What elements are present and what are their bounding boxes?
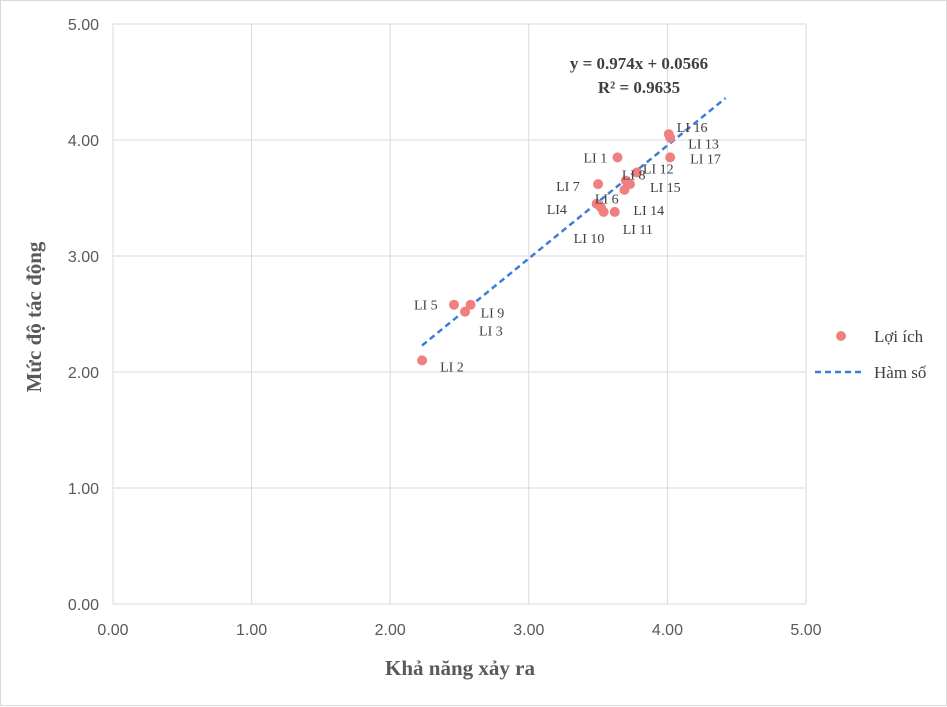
y-tick-label: 1.00 bbox=[68, 481, 99, 498]
data-points bbox=[417, 129, 676, 366]
data-point-label: LI 8 bbox=[622, 169, 646, 184]
legend-marker-loi-ich bbox=[836, 331, 846, 341]
y-axis-title: Mức độ tác động bbox=[22, 241, 46, 392]
data-point-label: LI 11 bbox=[623, 223, 653, 238]
data-point-label: LI 17 bbox=[690, 152, 721, 167]
data-point-label: LI 15 bbox=[650, 181, 681, 196]
data-point bbox=[460, 306, 471, 317]
data-point bbox=[663, 129, 674, 140]
trendline-equation: y = 0.974x + 0.0566 bbox=[570, 54, 708, 73]
data-point-label: LI 5 bbox=[414, 299, 438, 314]
data-point bbox=[448, 299, 459, 310]
y-tick-label: 5.00 bbox=[68, 17, 99, 34]
data-point-label: LI 1 bbox=[584, 151, 608, 166]
data-point-label: LI 2 bbox=[440, 360, 464, 375]
x-tick-label: 1.00 bbox=[236, 622, 267, 639]
y-tick-label: 3.00 bbox=[68, 249, 99, 266]
data-point-label: LI 16 bbox=[677, 121, 708, 136]
r-squared-label: R² = 0.9635 bbox=[598, 78, 680, 97]
data-point-label: LI 14 bbox=[633, 204, 664, 219]
data-point-label: LI 6 bbox=[595, 192, 619, 207]
data-point-label: LI 7 bbox=[556, 180, 580, 195]
legend: Lợi ích Hàm số bbox=[815, 327, 927, 382]
data-point bbox=[609, 206, 620, 217]
x-tick-label: 2.00 bbox=[375, 622, 406, 639]
data-point-label: LI 13 bbox=[688, 138, 719, 153]
x-tick-label: 3.00 bbox=[513, 622, 544, 639]
legend-label-loi-ich: Lợi ích bbox=[874, 327, 924, 346]
point-labels: LI 1 LI 2 LI 3 LI4 LI 5 LI 6 LI 7 LI 8 LI 9 LI 10… bbox=[414, 121, 721, 375]
data-point bbox=[417, 355, 428, 366]
data-point bbox=[665, 152, 676, 163]
data-point bbox=[624, 179, 635, 190]
data-point bbox=[612, 152, 623, 163]
data-point bbox=[465, 299, 476, 310]
tick-labels: 0.00 1.00 2.00 3.00 4.00 5.00 0.00 1.00 2.00 3.00… bbox=[68, 17, 822, 639]
x-tick-label: 5.00 bbox=[790, 622, 821, 639]
data-point-label: LI 12 bbox=[643, 162, 674, 177]
y-tick-label: 0.00 bbox=[68, 597, 99, 614]
x-tick-label: 4.00 bbox=[652, 622, 683, 639]
data-point-label: LI 9 bbox=[481, 307, 505, 322]
y-tick-label: 4.00 bbox=[68, 133, 99, 150]
legend-label-ham-so: Hàm số bbox=[874, 363, 927, 382]
data-point-label: LI 3 bbox=[479, 325, 503, 340]
data-point-label: LI4 bbox=[547, 203, 567, 218]
gridlines bbox=[112, 23, 807, 605]
data-point bbox=[593, 179, 604, 190]
data-point bbox=[631, 167, 642, 178]
data-point-label: LI 10 bbox=[574, 232, 605, 247]
x-axis-title: Khả năng xảy ra bbox=[385, 656, 535, 680]
data-point bbox=[598, 206, 609, 217]
x-tick-label: 0.00 bbox=[97, 622, 128, 639]
y-tick-label: 2.00 bbox=[68, 365, 99, 382]
